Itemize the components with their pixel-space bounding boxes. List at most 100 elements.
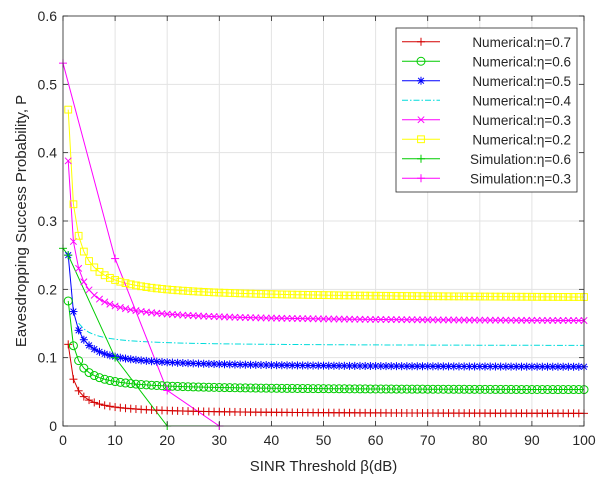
data-point — [95, 400, 104, 409]
marker-stroke — [190, 360, 197, 367]
data-point — [64, 251, 73, 260]
data-point — [115, 377, 125, 387]
data-point — [136, 379, 146, 389]
marker-stroke — [64, 105, 73, 114]
marker-stroke — [80, 278, 88, 286]
data-point — [345, 291, 354, 300]
data-point — [220, 288, 229, 297]
marker-stroke — [539, 363, 546, 370]
marker-stroke — [350, 384, 360, 394]
marker-stroke — [157, 381, 167, 391]
data-point — [350, 291, 359, 300]
marker-stroke — [476, 363, 484, 370]
data-point — [360, 384, 370, 394]
marker-stroke — [314, 291, 323, 299]
x-tick-label: 100 — [572, 432, 596, 448]
data-point — [454, 384, 464, 394]
data-point — [225, 383, 235, 393]
y-axis-label: Eavesdropping Success Probability, P — [13, 95, 30, 347]
data-point — [402, 292, 411, 300]
data-point — [397, 384, 407, 394]
data-point — [74, 386, 83, 395]
marker-stroke — [324, 291, 333, 300]
data-point — [231, 289, 239, 298]
data-point — [231, 313, 239, 321]
marker-stroke — [226, 313, 234, 321]
data-point — [304, 315, 312, 323]
marker-stroke — [533, 363, 541, 370]
marker-stroke — [454, 384, 464, 394]
marker-stroke — [507, 292, 515, 301]
marker-stroke — [377, 362, 385, 370]
data-point — [298, 290, 307, 299]
data-point — [376, 384, 386, 394]
data-point — [563, 385, 573, 395]
data-point — [261, 383, 271, 393]
data-point — [105, 351, 114, 360]
marker-stroke — [267, 290, 276, 299]
data-point — [131, 379, 141, 389]
data-point — [434, 316, 442, 324]
marker-stroke — [319, 291, 328, 300]
data-point — [424, 316, 432, 324]
data-point — [371, 362, 380, 371]
marker-stroke — [417, 77, 425, 84]
data-point — [69, 307, 78, 316]
data-point — [173, 358, 182, 367]
data-point — [110, 377, 120, 387]
data-point — [512, 292, 521, 301]
marker-stroke — [236, 313, 244, 321]
marker-stroke — [512, 316, 520, 324]
marker-stroke — [91, 345, 98, 353]
marker-stroke — [152, 380, 162, 390]
legend-entry: Simulation:η=0.3 — [402, 171, 571, 186]
data-point — [429, 292, 437, 301]
marker-stroke — [334, 384, 344, 394]
marker-stroke — [434, 292, 443, 301]
series-line — [78, 322, 584, 346]
marker-stroke — [360, 384, 370, 394]
data-point — [105, 273, 114, 282]
marker-stroke — [122, 355, 129, 362]
marker-stroke — [460, 316, 468, 324]
legend-label: Numerical:η=0.2 — [472, 132, 571, 147]
data-point — [147, 357, 156, 366]
data-point — [491, 362, 500, 371]
marker-stroke — [490, 384, 500, 394]
data-point — [511, 384, 521, 394]
marker-stroke — [486, 363, 494, 370]
marker-stroke — [215, 288, 224, 297]
data-point — [559, 293, 568, 301]
marker-stroke — [241, 313, 249, 322]
marker-stroke — [366, 315, 374, 323]
marker-stroke — [184, 359, 192, 367]
marker-stroke — [210, 360, 218, 368]
marker-stroke — [262, 361, 270, 369]
marker-stroke — [522, 384, 532, 394]
data-point — [329, 384, 339, 394]
data-point — [90, 263, 99, 272]
marker-stroke — [350, 291, 359, 300]
marker-stroke — [167, 381, 177, 391]
marker-stroke — [240, 383, 250, 393]
data-point — [418, 292, 427, 301]
data-point — [444, 316, 453, 324]
marker-stroke — [199, 287, 208, 296]
marker-stroke — [429, 316, 437, 324]
data-point — [116, 403, 125, 412]
marker-stroke — [205, 360, 213, 368]
data-point — [558, 385, 568, 395]
marker-stroke — [563, 385, 573, 395]
marker-stroke — [501, 292, 510, 301]
data-point — [152, 380, 162, 390]
marker-stroke — [195, 360, 202, 367]
x-tick-label: 20 — [159, 432, 175, 448]
marker-stroke — [283, 314, 291, 322]
data-point — [193, 382, 203, 392]
data-point — [330, 291, 338, 300]
data-point — [220, 383, 230, 393]
marker-stroke — [366, 291, 375, 300]
data-point — [178, 382, 188, 392]
marker-stroke — [528, 292, 536, 301]
marker-stroke — [517, 292, 526, 301]
